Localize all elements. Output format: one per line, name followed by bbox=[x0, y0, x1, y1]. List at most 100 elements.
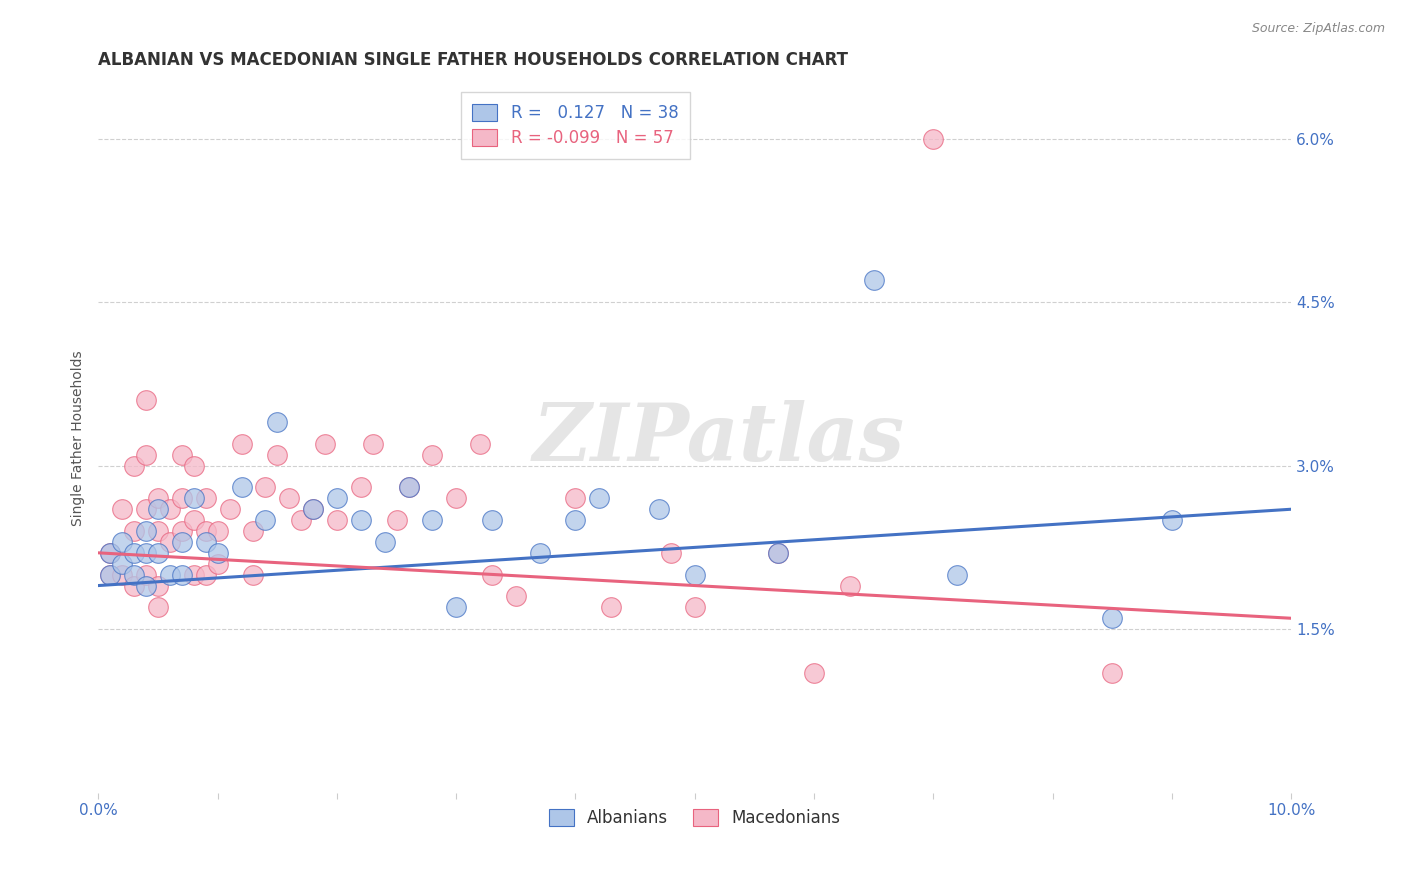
Point bbox=[146, 578, 169, 592]
Point bbox=[98, 546, 121, 560]
Point bbox=[326, 513, 349, 527]
Point bbox=[302, 502, 325, 516]
Point bbox=[207, 524, 229, 538]
Point bbox=[218, 502, 240, 516]
Point bbox=[146, 502, 169, 516]
Point bbox=[194, 567, 217, 582]
Point bbox=[564, 491, 586, 506]
Point bbox=[564, 513, 586, 527]
Point bbox=[946, 567, 969, 582]
Text: ZIPatlas: ZIPatlas bbox=[533, 400, 904, 477]
Point bbox=[242, 567, 264, 582]
Point bbox=[278, 491, 301, 506]
Point bbox=[231, 480, 253, 494]
Point bbox=[170, 491, 193, 506]
Point bbox=[838, 578, 860, 592]
Point bbox=[183, 513, 205, 527]
Y-axis label: Single Father Households: Single Father Households bbox=[72, 351, 86, 526]
Point bbox=[683, 567, 706, 582]
Point bbox=[314, 437, 336, 451]
Point bbox=[159, 567, 181, 582]
Point bbox=[146, 524, 169, 538]
Point bbox=[159, 502, 181, 516]
Point bbox=[111, 557, 134, 571]
Point bbox=[183, 491, 205, 506]
Point bbox=[290, 513, 312, 527]
Point bbox=[170, 524, 193, 538]
Point bbox=[242, 524, 264, 538]
Legend: Albanians, Macedonians: Albanians, Macedonians bbox=[543, 803, 848, 834]
Point bbox=[600, 600, 623, 615]
Point bbox=[111, 502, 134, 516]
Point bbox=[159, 535, 181, 549]
Point bbox=[862, 273, 884, 287]
Point bbox=[122, 458, 145, 473]
Point bbox=[444, 600, 467, 615]
Point bbox=[98, 546, 121, 560]
Point bbox=[254, 513, 277, 527]
Point bbox=[170, 535, 193, 549]
Point bbox=[683, 600, 706, 615]
Point bbox=[135, 567, 157, 582]
Point bbox=[266, 415, 288, 429]
Point bbox=[135, 448, 157, 462]
Point bbox=[170, 567, 193, 582]
Point bbox=[422, 513, 444, 527]
Point bbox=[146, 491, 169, 506]
Text: Source: ZipAtlas.com: Source: ZipAtlas.com bbox=[1251, 22, 1385, 36]
Point bbox=[468, 437, 491, 451]
Point bbox=[231, 437, 253, 451]
Point bbox=[766, 546, 789, 560]
Point bbox=[922, 131, 945, 145]
Point bbox=[111, 567, 134, 582]
Point bbox=[146, 600, 169, 615]
Point bbox=[659, 546, 682, 560]
Point bbox=[1101, 665, 1123, 680]
Point bbox=[207, 557, 229, 571]
Point bbox=[302, 502, 325, 516]
Point bbox=[111, 535, 134, 549]
Point bbox=[135, 524, 157, 538]
Point bbox=[505, 590, 527, 604]
Point bbox=[481, 513, 503, 527]
Point bbox=[350, 480, 373, 494]
Point bbox=[207, 546, 229, 560]
Point bbox=[183, 458, 205, 473]
Point bbox=[350, 513, 373, 527]
Point bbox=[122, 578, 145, 592]
Point bbox=[398, 480, 420, 494]
Point bbox=[529, 546, 551, 560]
Point bbox=[146, 546, 169, 560]
Point bbox=[183, 567, 205, 582]
Point bbox=[648, 502, 671, 516]
Point bbox=[122, 567, 145, 582]
Point bbox=[135, 393, 157, 408]
Point bbox=[122, 546, 145, 560]
Point bbox=[194, 524, 217, 538]
Point bbox=[398, 480, 420, 494]
Point bbox=[803, 665, 825, 680]
Point bbox=[194, 535, 217, 549]
Point bbox=[361, 437, 384, 451]
Point bbox=[254, 480, 277, 494]
Point bbox=[98, 567, 121, 582]
Point bbox=[135, 502, 157, 516]
Point bbox=[122, 524, 145, 538]
Text: ALBANIAN VS MACEDONIAN SINGLE FATHER HOUSEHOLDS CORRELATION CHART: ALBANIAN VS MACEDONIAN SINGLE FATHER HOU… bbox=[98, 51, 848, 69]
Point bbox=[422, 448, 444, 462]
Point bbox=[135, 546, 157, 560]
Point bbox=[385, 513, 408, 527]
Point bbox=[481, 567, 503, 582]
Point bbox=[444, 491, 467, 506]
Point bbox=[266, 448, 288, 462]
Point bbox=[326, 491, 349, 506]
Point bbox=[374, 535, 396, 549]
Point bbox=[1101, 611, 1123, 625]
Point bbox=[170, 448, 193, 462]
Point bbox=[135, 578, 157, 592]
Point bbox=[194, 491, 217, 506]
Point bbox=[98, 567, 121, 582]
Point bbox=[1160, 513, 1182, 527]
Point bbox=[588, 491, 610, 506]
Point bbox=[766, 546, 789, 560]
